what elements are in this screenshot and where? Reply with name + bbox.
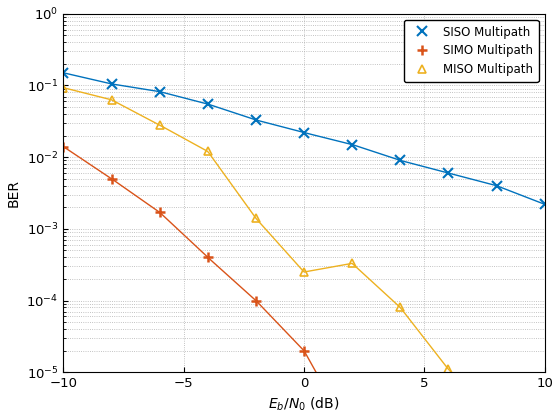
SISO Multipath bbox=[156, 89, 163, 94]
SIMO Multipath bbox=[301, 348, 307, 353]
X-axis label: $E_b/N_0$ (dB): $E_b/N_0$ (dB) bbox=[268, 396, 340, 413]
SISO Multipath bbox=[493, 183, 500, 188]
MISO Multipath bbox=[445, 367, 452, 372]
SIMO Multipath bbox=[156, 210, 163, 215]
SISO Multipath bbox=[397, 158, 404, 163]
SIMO Multipath bbox=[108, 176, 115, 181]
MISO Multipath bbox=[60, 85, 67, 90]
MISO Multipath bbox=[253, 216, 259, 221]
MISO Multipath bbox=[204, 149, 211, 154]
Legend: SISO Multipath, SIMO Multipath, MISO Multipath: SISO Multipath, SIMO Multipath, MISO Mul… bbox=[404, 20, 539, 82]
Line: SIMO Multipath: SIMO Multipath bbox=[59, 142, 309, 355]
SISO Multipath bbox=[542, 202, 548, 207]
Line: SISO Multipath: SISO Multipath bbox=[59, 68, 549, 209]
SIMO Multipath bbox=[204, 255, 211, 260]
MISO Multipath bbox=[349, 261, 356, 266]
SIMO Multipath bbox=[60, 144, 67, 149]
SISO Multipath bbox=[253, 118, 259, 123]
MISO Multipath bbox=[108, 97, 115, 102]
SISO Multipath bbox=[204, 102, 211, 107]
Line: MISO Multipath: MISO Multipath bbox=[59, 84, 452, 373]
SISO Multipath bbox=[108, 81, 115, 87]
SISO Multipath bbox=[445, 171, 452, 176]
SISO Multipath bbox=[301, 130, 307, 135]
SIMO Multipath bbox=[253, 298, 259, 303]
MISO Multipath bbox=[156, 123, 163, 128]
SISO Multipath bbox=[60, 70, 67, 75]
Y-axis label: BER: BER bbox=[7, 179, 21, 207]
MISO Multipath bbox=[397, 305, 404, 310]
MISO Multipath bbox=[301, 270, 307, 275]
SISO Multipath bbox=[349, 142, 356, 147]
